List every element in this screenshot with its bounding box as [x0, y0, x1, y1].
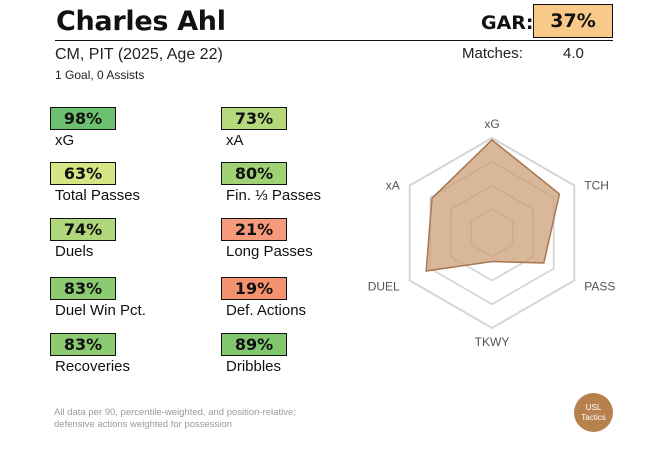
- metric-duels-value: 74%: [50, 218, 116, 241]
- radar-axis-label-duel: DUEL: [368, 280, 400, 294]
- metric-xg-value: 98%: [50, 107, 116, 130]
- metric-xa-label: xA: [226, 132, 244, 149]
- usl-tactics-logo: USL Tactics: [574, 393, 613, 432]
- footnote-line-1: All data per 90, percentile-weighted, an…: [54, 407, 296, 418]
- metric-final-third-passes-value: 80%: [221, 162, 287, 185]
- metric-def-actions-value: 19%: [221, 277, 287, 300]
- metric-xg-label: xG: [55, 132, 75, 149]
- metric-duel-win-pct-label: Duel Win Pct.: [55, 302, 146, 319]
- footnote-line-2: defensive actions weighted for possessio…: [54, 419, 232, 430]
- position-team-season: CM, PIT (2025, Age 22): [55, 46, 223, 63]
- metric-recoveries-label: Recoveries: [55, 358, 131, 375]
- matches-label: Matches:: [462, 45, 523, 62]
- metric-total-passes-value: 63%: [50, 162, 116, 185]
- radar-axis-label-tkwy: TKWY: [475, 335, 510, 349]
- goals-assists-summary: 1 Goal, 0 Assists: [55, 68, 145, 82]
- metric-duels-label: Duels: [55, 243, 94, 260]
- gar-value-badge: 37%: [533, 4, 613, 38]
- radar-axis-labels: xG TCH PASS TKWY DUEL xA: [368, 117, 616, 349]
- metric-duel-win-pct-value: 83%: [50, 277, 116, 300]
- metric-long-passes-value: 21%: [221, 218, 287, 241]
- radar-player-area: [425, 138, 561, 272]
- radar-grid-ring: [408, 136, 576, 330]
- metric-dribbles-value: 89%: [221, 333, 287, 356]
- radar-axis-label-xg: xG: [484, 117, 499, 131]
- radar-shape: [425, 138, 561, 272]
- logo-line-2: Tactics: [581, 412, 606, 422]
- metric-total-passes-label: Total Passes: [55, 187, 141, 204]
- metric-long-passes-label: Long Passes: [226, 243, 313, 260]
- matches-value: 4.0: [563, 45, 584, 62]
- gar-label: GAR:: [481, 12, 534, 34]
- radar-axis-label-pass: PASS: [584, 280, 615, 294]
- radar-axis-label-tch: TCH: [584, 179, 609, 193]
- metric-dribbles-label: Dribbles: [226, 358, 282, 375]
- metric-def-actions-label: Def. Actions: [226, 302, 307, 319]
- header-divider: [55, 40, 613, 41]
- logo-line-1: USL: [585, 402, 602, 412]
- footnote: All data per 90, percentile-weighted, an…: [54, 407, 296, 431]
- metric-final-third-passes-label: Fin. ⅓ Passes: [226, 187, 322, 204]
- player-name: Charles Ahl: [56, 6, 226, 37]
- metric-xa-value: 73%: [221, 107, 287, 130]
- metric-recoveries-value: 83%: [50, 333, 116, 356]
- radar-axis-label-xa: xA: [386, 179, 400, 193]
